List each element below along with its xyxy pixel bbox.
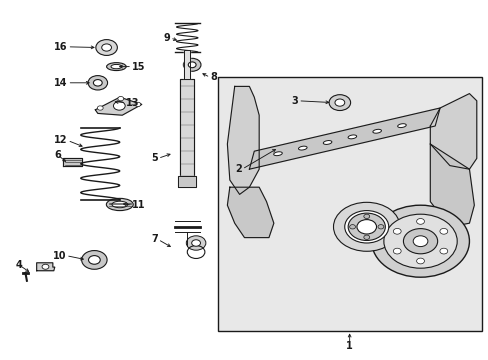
Ellipse shape xyxy=(112,201,127,208)
Text: 14: 14 xyxy=(54,78,67,88)
Circle shape xyxy=(135,102,141,107)
Text: 15: 15 xyxy=(132,62,145,72)
Circle shape xyxy=(403,229,437,254)
Circle shape xyxy=(347,213,385,240)
Circle shape xyxy=(93,80,102,86)
Circle shape xyxy=(183,58,201,71)
Text: 4: 4 xyxy=(15,260,22,270)
Circle shape xyxy=(392,248,400,254)
Ellipse shape xyxy=(298,146,306,150)
Circle shape xyxy=(42,264,49,269)
Text: 8: 8 xyxy=(210,72,217,82)
Ellipse shape xyxy=(347,135,356,139)
Circle shape xyxy=(96,40,117,55)
Text: 3: 3 xyxy=(291,96,298,106)
Text: 13: 13 xyxy=(126,98,140,108)
Polygon shape xyxy=(429,94,476,169)
Polygon shape xyxy=(178,176,196,187)
Text: 10: 10 xyxy=(52,251,66,261)
Polygon shape xyxy=(429,144,473,227)
Text: 12: 12 xyxy=(54,135,67,145)
Ellipse shape xyxy=(106,198,133,211)
Circle shape xyxy=(186,236,205,250)
Circle shape xyxy=(412,236,427,247)
Text: 9: 9 xyxy=(163,33,170,43)
Circle shape xyxy=(416,258,424,264)
Circle shape xyxy=(328,95,350,111)
Bar xyxy=(217,77,481,331)
Circle shape xyxy=(344,211,388,243)
Circle shape xyxy=(377,225,383,229)
Polygon shape xyxy=(227,187,273,238)
Text: 1: 1 xyxy=(346,341,352,351)
Ellipse shape xyxy=(397,124,406,127)
Circle shape xyxy=(439,228,447,234)
Circle shape xyxy=(113,102,125,110)
Circle shape xyxy=(81,251,107,269)
Polygon shape xyxy=(95,97,142,115)
Text: 16: 16 xyxy=(54,42,67,52)
Ellipse shape xyxy=(372,129,381,133)
Text: 2: 2 xyxy=(235,164,242,174)
Text: 5: 5 xyxy=(151,153,158,163)
Ellipse shape xyxy=(111,64,122,69)
Circle shape xyxy=(392,228,400,234)
Text: 6: 6 xyxy=(54,150,61,160)
Circle shape xyxy=(88,76,107,90)
Ellipse shape xyxy=(273,152,282,156)
Circle shape xyxy=(334,99,344,106)
Polygon shape xyxy=(184,50,190,79)
Circle shape xyxy=(102,44,111,51)
Polygon shape xyxy=(249,108,439,169)
Circle shape xyxy=(363,214,369,219)
Circle shape xyxy=(363,235,369,239)
Polygon shape xyxy=(37,263,55,271)
Circle shape xyxy=(349,225,355,229)
Polygon shape xyxy=(62,158,82,166)
Circle shape xyxy=(333,202,399,251)
Circle shape xyxy=(88,256,100,264)
Text: 11: 11 xyxy=(132,200,145,210)
Circle shape xyxy=(118,96,123,101)
Circle shape xyxy=(371,205,468,277)
Polygon shape xyxy=(227,86,259,194)
Ellipse shape xyxy=(106,63,126,71)
Circle shape xyxy=(97,106,103,110)
Polygon shape xyxy=(180,79,194,184)
Text: 7: 7 xyxy=(151,234,158,244)
Ellipse shape xyxy=(323,140,331,144)
Circle shape xyxy=(416,219,424,224)
Circle shape xyxy=(439,248,447,254)
Circle shape xyxy=(188,62,196,68)
Circle shape xyxy=(191,240,200,246)
Circle shape xyxy=(356,220,376,234)
Circle shape xyxy=(383,214,456,268)
